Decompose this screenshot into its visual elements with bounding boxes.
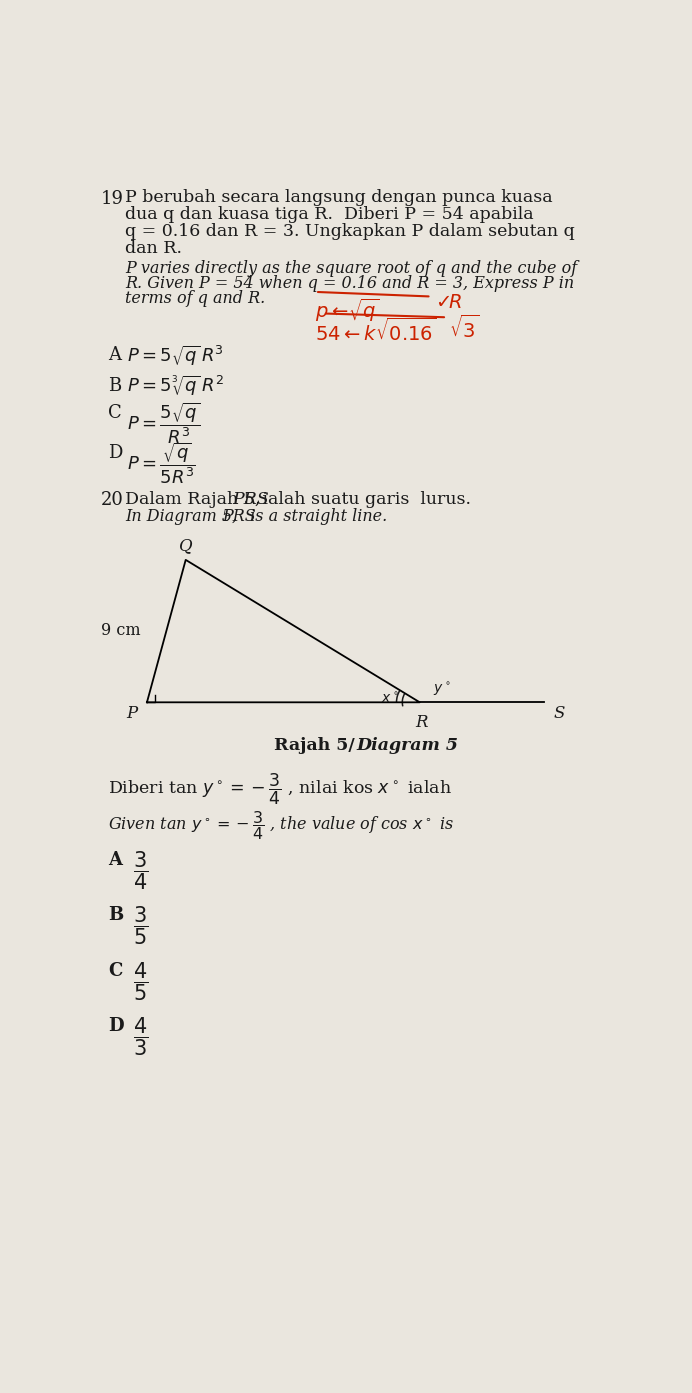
Text: dan R.: dan R. xyxy=(125,240,182,256)
Text: $\dfrac{4}{3}$: $\dfrac{4}{3}$ xyxy=(133,1015,148,1059)
Text: B: B xyxy=(108,376,122,394)
Text: terms of q and R.: terms of q and R. xyxy=(125,290,266,308)
Text: $\dfrac{4}{5}$: $\dfrac{4}{5}$ xyxy=(133,960,148,1003)
Text: C: C xyxy=(108,961,122,979)
Text: PRS: PRS xyxy=(233,490,269,507)
Text: $P = \dfrac{\sqrt{q}}{5R^3}$: $P = \dfrac{\sqrt{q}}{5R^3}$ xyxy=(127,440,195,486)
Text: 20: 20 xyxy=(100,490,123,508)
Text: is a straight line.: is a straight line. xyxy=(246,507,388,525)
Text: $p\leftarrow\!\sqrt{q}$: $p\leftarrow\!\sqrt{q}$ xyxy=(315,297,380,323)
Text: $\sqrt{3}$: $\sqrt{3}$ xyxy=(449,315,480,343)
Text: D: D xyxy=(108,1017,124,1035)
Text: C: C xyxy=(108,404,122,422)
Text: In Diagram 5,: In Diagram 5, xyxy=(125,507,242,525)
Text: $P = \dfrac{5\sqrt{q}}{R^3}$: $P = \dfrac{5\sqrt{q}}{R^3}$ xyxy=(127,400,200,446)
Text: $\dfrac{3}{5}$: $\dfrac{3}{5}$ xyxy=(133,905,148,947)
Text: dua q dan kuasa tiga R.  Diberi P = 54 apabila: dua q dan kuasa tiga R. Diberi P = 54 ap… xyxy=(125,206,534,223)
Text: ialah suatu garis  lurus.: ialah suatu garis lurus. xyxy=(257,490,471,507)
Text: S: S xyxy=(553,705,565,723)
Text: B: B xyxy=(108,907,123,925)
Text: $P = 5\sqrt[3]{q}\,R^2$: $P = 5\sqrt[3]{q}\,R^2$ xyxy=(127,375,224,398)
Text: $\checkmark\! R$: $\checkmark\! R$ xyxy=(435,294,462,312)
Text: Given tan $y^\circ = -\dfrac{3}{4}$ , the value of cos $x^\circ$ is: Given tan $y^\circ = -\dfrac{3}{4}$ , th… xyxy=(108,808,455,841)
Text: Diberi tan $y^\circ = -\dfrac{3}{4}$ , nilai kos $x^\circ$ ialah: Diberi tan $y^\circ = -\dfrac{3}{4}$ , n… xyxy=(108,772,452,807)
Text: Diagram 5: Diagram 5 xyxy=(356,737,458,754)
Text: A: A xyxy=(108,345,121,364)
Text: $\dfrac{3}{4}$: $\dfrac{3}{4}$ xyxy=(133,850,148,892)
Text: P varies directly as the square root of q and the cube of: P varies directly as the square root of … xyxy=(125,259,577,277)
Text: A: A xyxy=(108,851,122,869)
Text: P: P xyxy=(127,705,138,723)
Text: $x^\circ$: $x^\circ$ xyxy=(381,691,399,706)
Text: D: D xyxy=(108,444,122,462)
Text: P berubah secara langsung dengan punca kuasa: P berubah secara langsung dengan punca k… xyxy=(125,188,553,206)
Text: PRS: PRS xyxy=(222,507,256,525)
Text: q = 0.16 dan R = 3. Ungkapkan P dalam sebutan q: q = 0.16 dan R = 3. Ungkapkan P dalam se… xyxy=(125,223,575,240)
Text: Rajah 5/: Rajah 5/ xyxy=(274,737,355,754)
Text: 9 cm: 9 cm xyxy=(101,623,140,639)
Text: $54\leftarrow k\sqrt{0.16}$: $54\leftarrow k\sqrt{0.16}$ xyxy=(315,318,437,344)
Text: $y^\circ$: $y^\circ$ xyxy=(432,681,450,698)
Text: R: R xyxy=(415,713,428,731)
Text: 19: 19 xyxy=(100,191,123,209)
Text: Q: Q xyxy=(179,536,192,553)
Text: Dalam Rajah 5,: Dalam Rajah 5, xyxy=(125,490,266,507)
Text: R. Given P = 54 when q = 0.16 and R = 3, Express P in: R. Given P = 54 when q = 0.16 and R = 3,… xyxy=(125,274,574,293)
Text: $P = 5\sqrt{q}\,R^3$: $P = 5\sqrt{q}\,R^3$ xyxy=(127,344,224,368)
